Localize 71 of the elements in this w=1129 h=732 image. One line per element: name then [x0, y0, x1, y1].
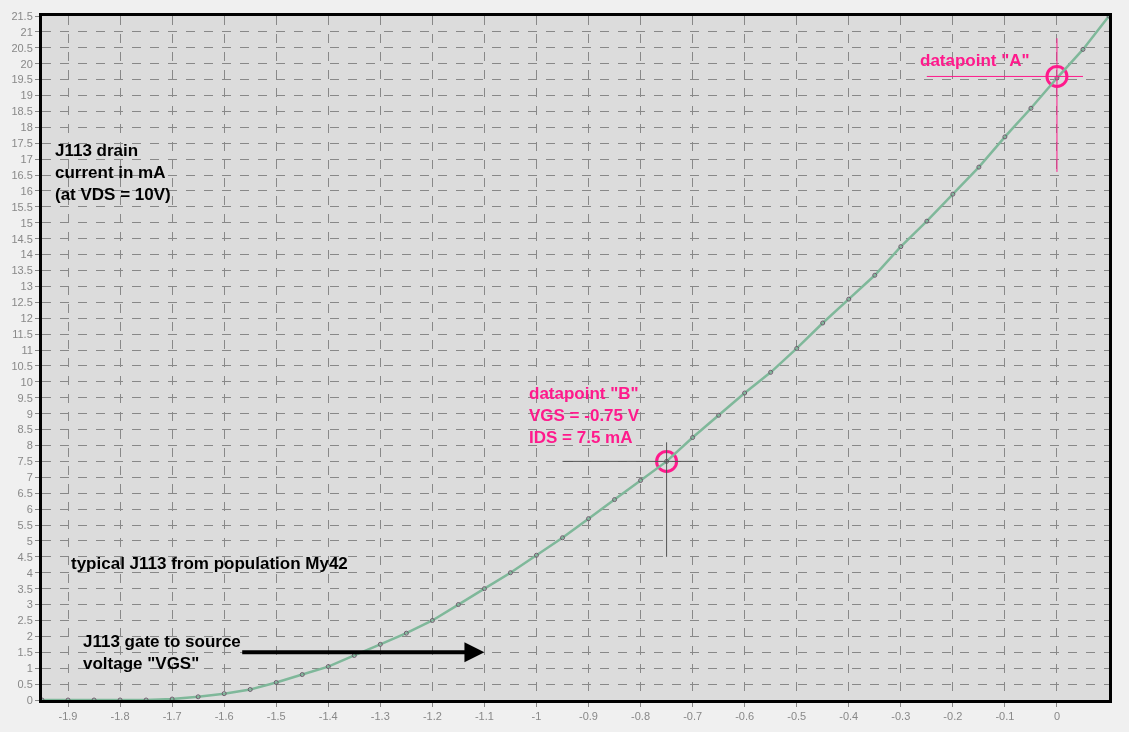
y-tick-label: 11: [21, 343, 33, 356]
y-tick-label: 12.5: [11, 296, 33, 309]
x-tick-label: -1.8: [110, 710, 130, 723]
y-tick-label: 10: [20, 375, 33, 388]
y-tick-label: 15: [20, 216, 33, 229]
y-tick-label: 12: [20, 312, 33, 325]
y-tick-label: 21.5: [11, 9, 33, 22]
y-tick-label: 5.5: [17, 518, 33, 531]
x-tick-label: -1: [531, 710, 542, 723]
y-tick-label: 4: [26, 566, 33, 579]
y-tick-label: 19.5: [11, 73, 33, 86]
y-tick-label: 4.5: [17, 550, 33, 563]
x-tick-label: -0.1: [995, 710, 1015, 723]
line-series: [39, 13, 1112, 703]
x-tick-label: -0.9: [579, 710, 598, 723]
y-tick-label: 14.5: [11, 232, 33, 245]
y-tick-label: 16.5: [11, 168, 33, 181]
y-tick-label: 8: [26, 439, 33, 452]
y-tick-label: 21: [20, 25, 33, 38]
x-tick-label: -1.7: [162, 710, 182, 723]
y-tick-label: 7.5: [17, 455, 33, 468]
y-tick-label: 20: [20, 57, 33, 70]
y-tick-label: 11.5: [12, 327, 33, 340]
x-tick-label: -1.2: [422, 710, 442, 723]
y-tick-label: 7: [26, 471, 33, 484]
y-tick-label: 1: [26, 662, 33, 675]
x-tick-label: -0.7: [683, 710, 703, 723]
y-tick-label: 13: [20, 280, 33, 293]
y-tick-label: 14: [20, 248, 33, 261]
y-tick-label: 1.5: [17, 646, 33, 659]
y-tick-label: 8.5: [17, 423, 33, 436]
x-axis-title: J113 gate to source voltage "VGS": [83, 632, 241, 674]
x-tick-label: -1.3: [370, 710, 390, 723]
y-tick-label: 6: [26, 502, 33, 515]
y-tick-label: 13.5: [11, 264, 33, 277]
y-tick-label: 17: [20, 153, 33, 166]
y-tick-label: 15.5: [11, 200, 33, 213]
y-tick-label: 18: [20, 121, 33, 134]
annotation: typical J113 from population My42: [71, 554, 348, 573]
y-tick-label: 3.5: [17, 582, 33, 595]
x-tick-label: -0.6: [735, 710, 755, 723]
x-tick-label: -1.4: [318, 710, 338, 723]
y-tick-label: 19: [20, 89, 33, 102]
y-tick-label: 9.5: [17, 391, 33, 404]
x-tick-label: -0.8: [631, 710, 651, 723]
x-tick-label: -0.3: [891, 710, 911, 723]
annotation: datapoint "B" VGS = -0.75 V IDS = 7.5 mA: [529, 384, 640, 448]
y-tick-label: 9: [26, 407, 33, 420]
x-tick-label: 0: [1053, 710, 1061, 723]
y-tick-label: 3: [26, 598, 33, 611]
x-tick-label: -0.4: [839, 710, 859, 723]
y-axis-title: J113 drain current in mA (at VDS = 10V): [55, 141, 171, 205]
x-tick-label: -0.5: [787, 710, 807, 723]
annotation: datapoint "A": [920, 51, 1030, 70]
y-tick-label: 2: [26, 630, 33, 643]
y-tick-label: 10.5: [11, 359, 33, 372]
x-tick-label: -1.1: [474, 710, 494, 723]
x-tick-label: -0.2: [943, 710, 963, 723]
y-tick-label: 17.5: [11, 137, 33, 150]
x-tick-label: -1.5: [266, 710, 286, 723]
y-tick-label: 2.5: [17, 614, 33, 627]
y-tick-label: 16: [20, 184, 33, 197]
y-tick-label: 0: [26, 693, 33, 706]
y-tick-label: 5: [26, 534, 33, 547]
y-tick-label: 18.5: [11, 105, 33, 118]
x-tick-label: -1.9: [58, 710, 78, 723]
point: [1045, 64, 1069, 88]
y-tick-label: 20.5: [11, 41, 33, 54]
x-tick-label: -1.6: [214, 710, 234, 723]
y-tick-label: 0.5: [17, 677, 33, 690]
y-tick-label: 6.5: [17, 487, 33, 500]
